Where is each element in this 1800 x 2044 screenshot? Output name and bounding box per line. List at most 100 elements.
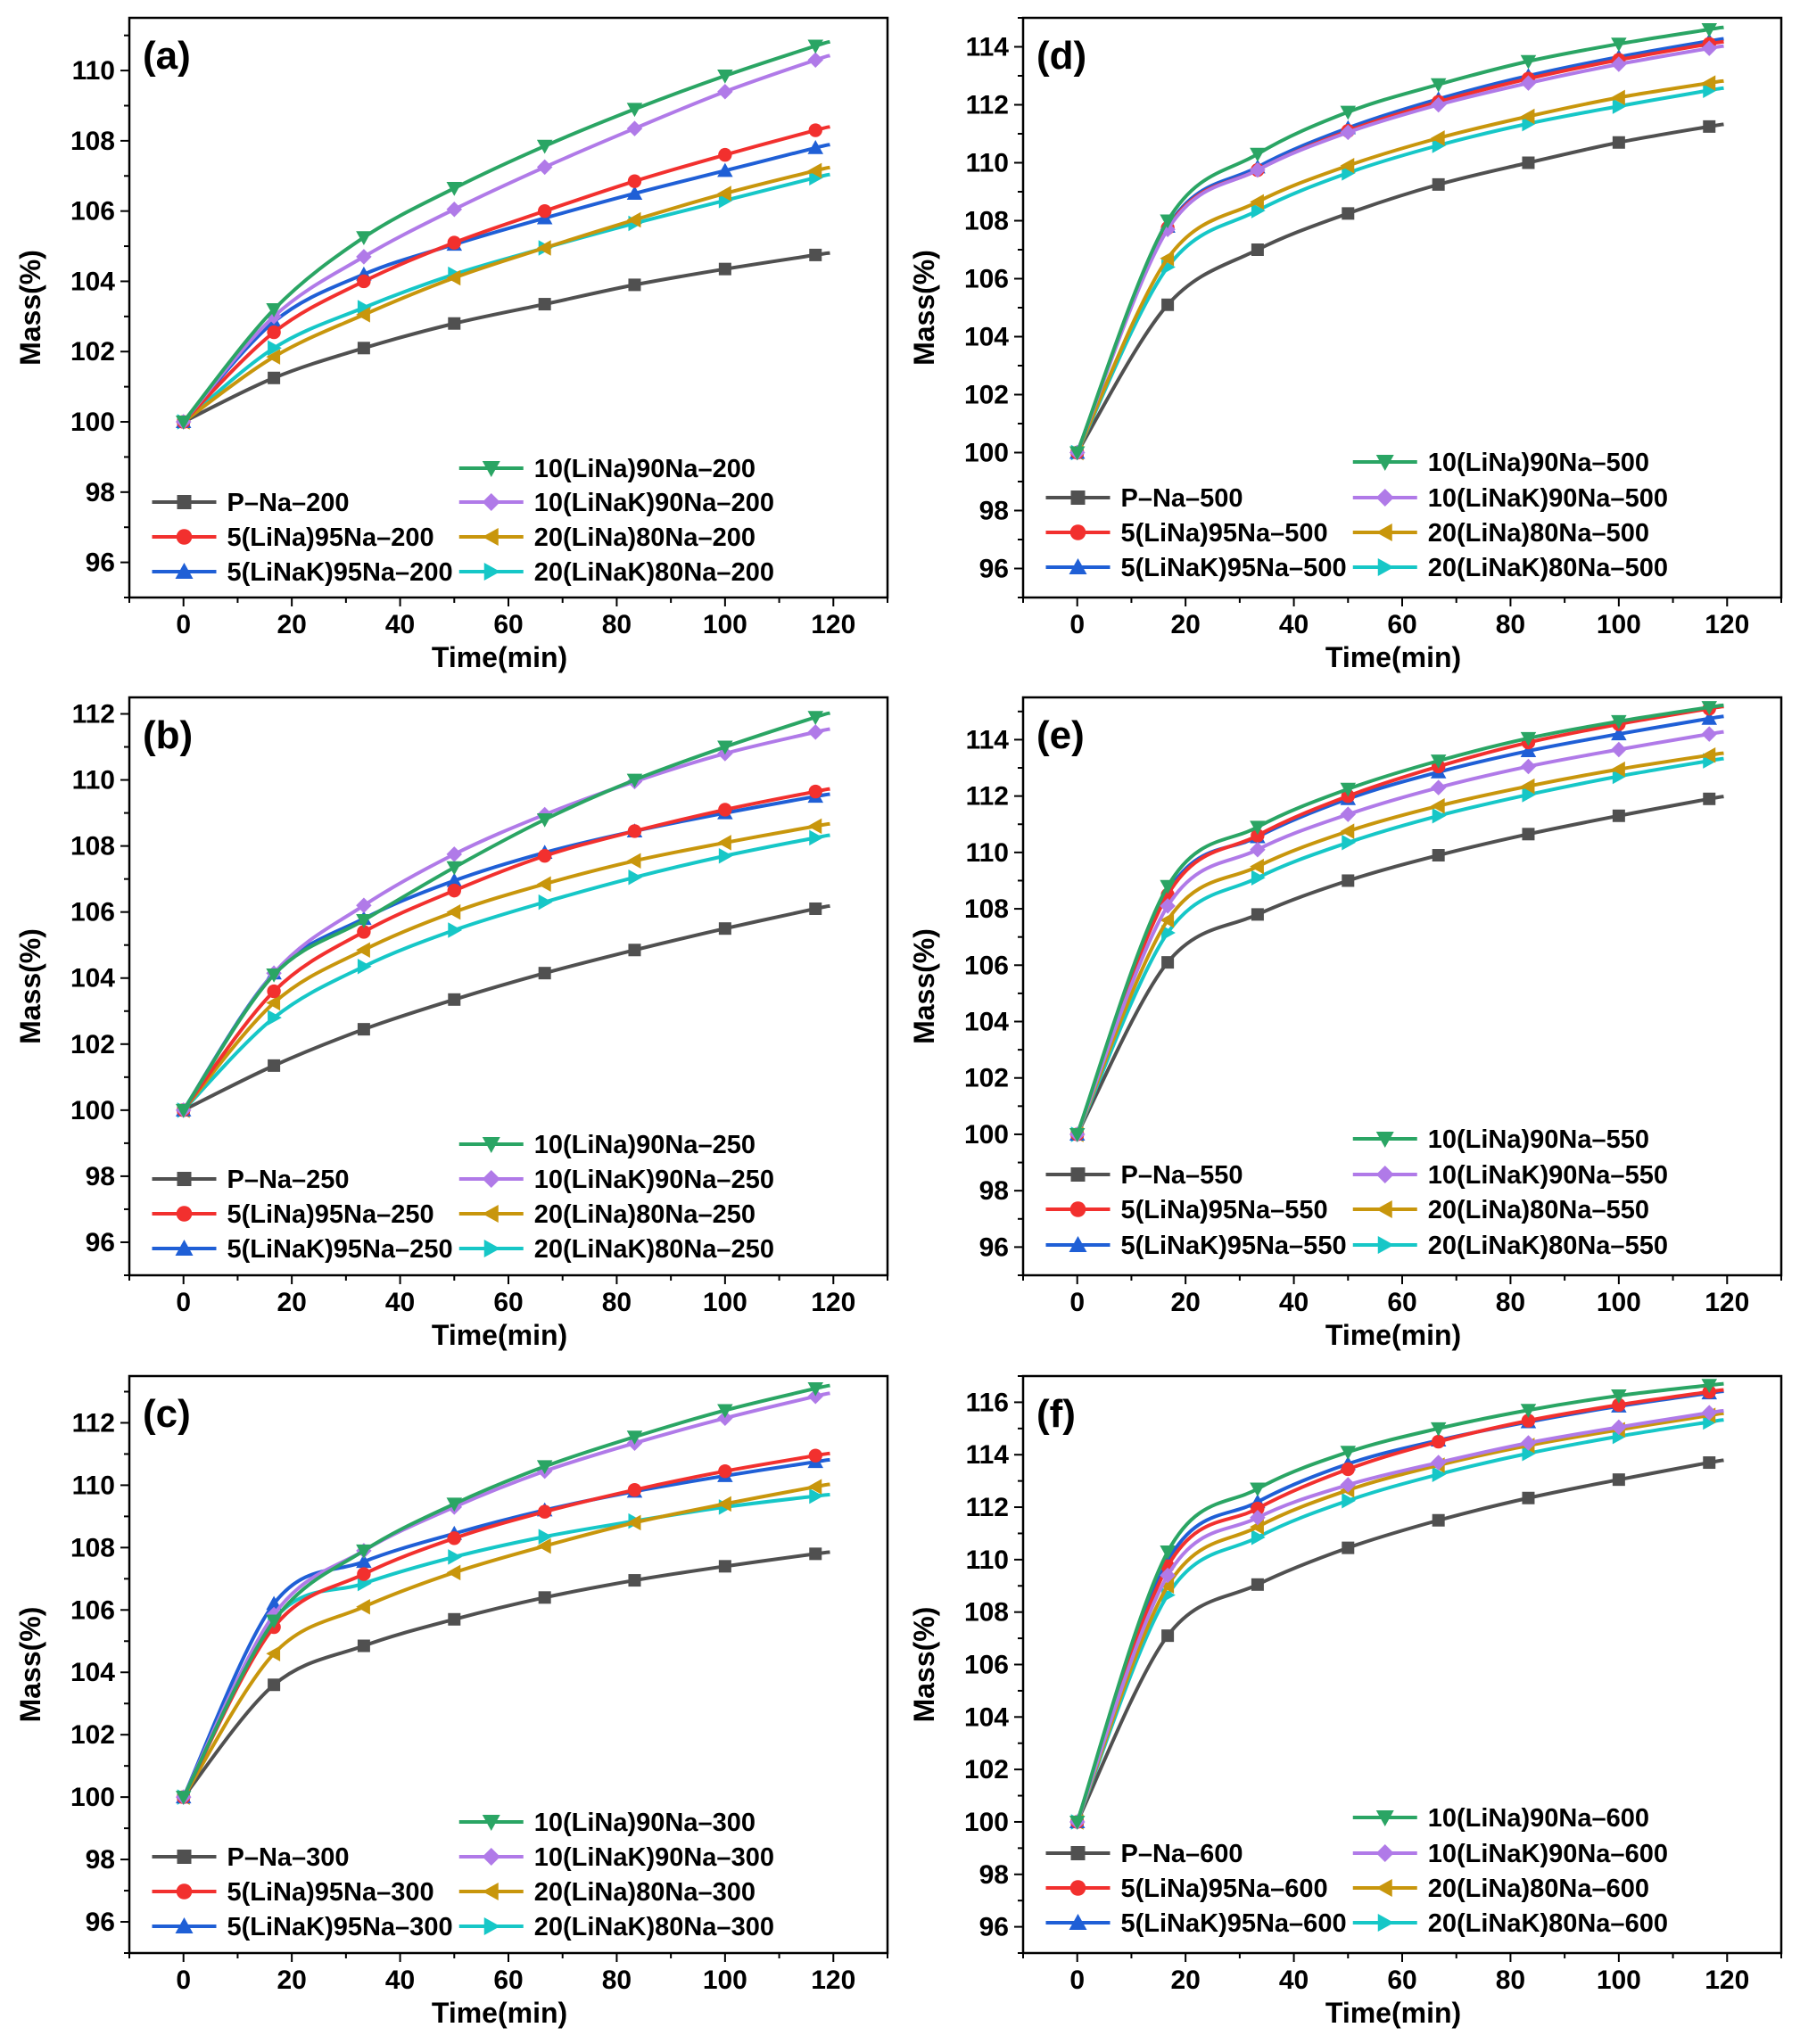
data-point — [1340, 782, 1357, 797]
x-tick-label: 20 — [277, 610, 306, 639]
legend-marker — [1069, 524, 1086, 540]
panel-label: (f) — [1036, 1392, 1076, 1436]
series-line — [182, 165, 830, 424]
data-point — [807, 1479, 822, 1495]
legend-marker — [175, 563, 194, 579]
data-point — [1161, 956, 1175, 969]
data-point — [1612, 136, 1625, 149]
x-tick-label: 40 — [385, 1966, 415, 1995]
data-point — [1432, 1513, 1445, 1527]
x-tick-label: 80 — [602, 1288, 632, 1317]
data-point — [1251, 243, 1264, 256]
legend-label: 5(LiNa)95Na–300 — [227, 1878, 434, 1907]
series-line — [1075, 1411, 1724, 1823]
legend-marker — [1375, 1166, 1394, 1183]
y-tick-label: 110 — [966, 1545, 1009, 1575]
data-point — [1250, 858, 1264, 875]
y-tick-label: 108 — [70, 1533, 115, 1562]
data-point — [1432, 177, 1445, 191]
data-point — [1161, 1629, 1175, 1643]
data-point — [1430, 754, 1447, 769]
legend-marker — [176, 1883, 193, 1900]
series-line — [1075, 1408, 1724, 1823]
series-line — [1075, 1381, 1724, 1823]
data-point — [628, 278, 641, 292]
data-point — [1520, 54, 1537, 70]
y-tick-label: 106 — [964, 951, 1009, 980]
y-tick-label: 100 — [964, 1120, 1009, 1150]
y-tick-label: 106 — [70, 898, 115, 927]
data-point — [807, 711, 823, 725]
data-point — [1342, 1492, 1357, 1509]
series-line — [1075, 25, 1724, 454]
y-tick-label: 98 — [86, 1162, 115, 1191]
data-point — [447, 235, 461, 250]
legend-marker — [1375, 1200, 1392, 1218]
panel-label: (d) — [1036, 34, 1086, 78]
data-point — [808, 784, 822, 799]
legend-label: 10(LiNaK)90Na–300 — [534, 1843, 774, 1872]
data-point — [717, 185, 731, 202]
series-10li — [1069, 1379, 1724, 1830]
legend-marker — [482, 1170, 500, 1188]
y-tick-label: 102 — [964, 381, 1009, 410]
data-point — [446, 903, 461, 920]
data-point — [356, 1599, 370, 1615]
data-point — [357, 1639, 370, 1653]
data-point — [356, 913, 372, 928]
y-tick-label: 110 — [72, 766, 115, 795]
legend-label: 5(LiNa)95Na–250 — [227, 1200, 434, 1229]
y-tick-label: 108 — [964, 894, 1009, 924]
data-point — [1701, 40, 1717, 56]
data-point — [1342, 1541, 1355, 1554]
series-5li — [1070, 37, 1724, 460]
y-tick-label: 100 — [70, 1783, 115, 1812]
data-point — [1701, 75, 1716, 91]
series-line — [1075, 1418, 1724, 1823]
x-tick-label: 120 — [811, 610, 855, 639]
x-tick-label: 80 — [1496, 1288, 1525, 1317]
data-point — [1521, 1413, 1536, 1428]
data-point — [717, 83, 733, 100]
legend-label: P–Na–500 — [1121, 484, 1243, 513]
x-axis-label: Time(min) — [432, 1319, 567, 1351]
y-tick-label: 96 — [86, 548, 115, 578]
data-point — [1250, 1519, 1264, 1535]
legend-label: 5(LiNa)95Na–600 — [1121, 1875, 1328, 1903]
data-point — [1611, 741, 1627, 758]
series-line — [182, 1482, 830, 1799]
x-tick-label: 0 — [176, 610, 191, 639]
data-point — [1612, 98, 1627, 114]
legend-marker — [482, 1205, 499, 1223]
y-tick-label: 102 — [70, 1720, 115, 1750]
data-point — [267, 984, 281, 999]
y-tick-label: 106 — [70, 1595, 115, 1625]
data-point — [1069, 1127, 1086, 1142]
legend-label: 5(LiNaK)95Na–600 — [1121, 1909, 1347, 1938]
y-tick-label: 108 — [70, 127, 115, 156]
legend-label: 20(LiNaK)80Na–500 — [1428, 554, 1668, 582]
series-line — [182, 727, 830, 1111]
y-tick-label: 110 — [966, 149, 1009, 178]
x-tick-label: 40 — [1279, 1966, 1309, 1995]
series-line — [182, 821, 830, 1112]
data-point — [718, 803, 732, 817]
data-point — [175, 1103, 192, 1118]
data-point — [1701, 701, 1717, 715]
x-tick-label: 40 — [385, 610, 415, 639]
data-point — [1342, 835, 1357, 851]
data-point — [447, 883, 461, 898]
data-point — [1251, 1501, 1265, 1516]
y-axis-label: Mass(%) — [908, 928, 940, 1044]
legend-marker — [1375, 1879, 1392, 1897]
data-point — [1340, 158, 1355, 174]
x-tick-label: 120 — [1705, 610, 1749, 639]
data-point — [627, 1482, 642, 1497]
data-point — [1340, 823, 1355, 839]
y-tick-label: 96 — [979, 1232, 1009, 1262]
legend-marker — [177, 495, 192, 509]
y-tick-label: 110 — [72, 1471, 115, 1500]
series-line — [1075, 795, 1724, 1135]
x-tick-label: 0 — [1069, 1288, 1085, 1317]
